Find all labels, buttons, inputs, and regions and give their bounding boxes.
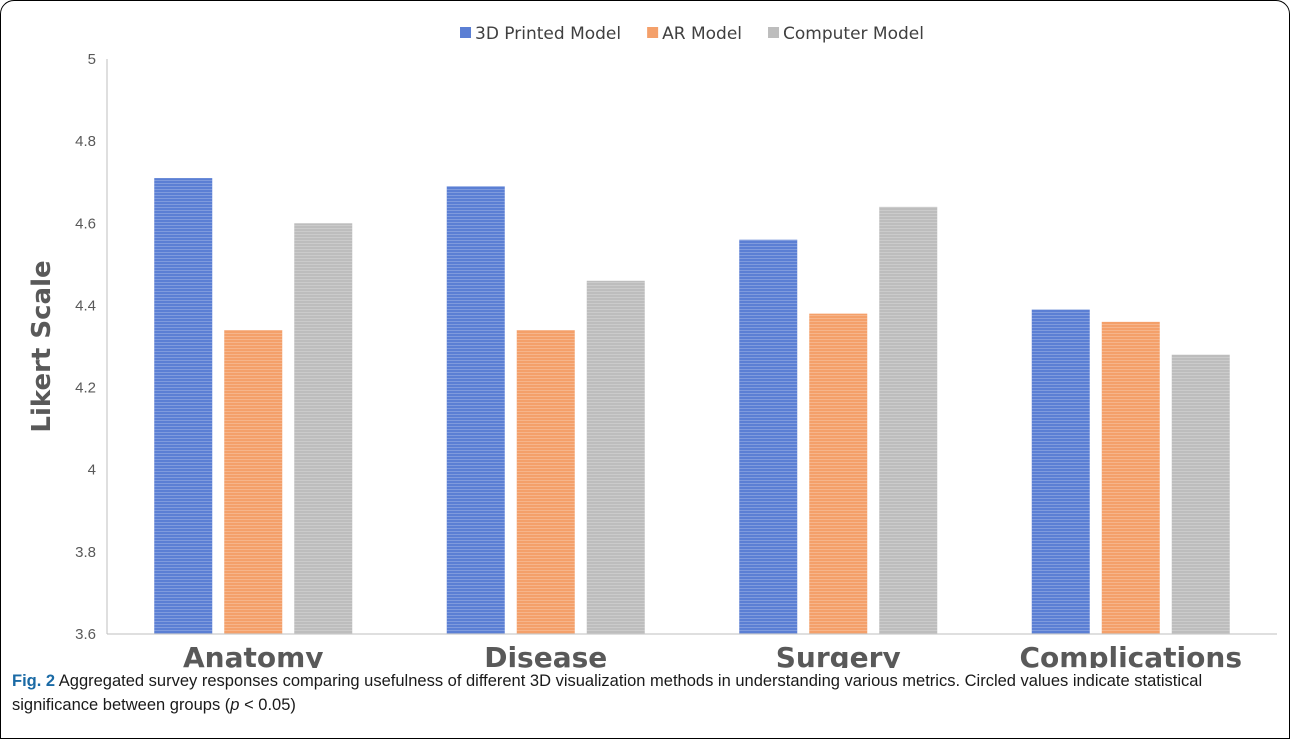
bar-texture bbox=[446, 186, 505, 635]
legend-swatch bbox=[768, 27, 780, 38]
bar-texture bbox=[516, 330, 575, 634]
y-tick-label: 3.6 bbox=[75, 626, 96, 643]
y-tick-label: 4.2 bbox=[75, 380, 96, 397]
bar-texture bbox=[224, 330, 283, 634]
x-tick-label: Disease bbox=[484, 641, 607, 668]
x-tick-label: Anatomy bbox=[183, 641, 324, 668]
bar-texture bbox=[879, 206, 938, 634]
y-tick-label: 4 bbox=[88, 462, 96, 479]
x-tick-label: Complications bbox=[1019, 641, 1242, 668]
x-axis: Anatomy Disease Surgery Complications bbox=[107, 633, 1277, 668]
chart-legend: 3D Printed Model AR Model Computer Model bbox=[460, 24, 924, 44]
y-tick-label: 4.4 bbox=[75, 297, 96, 314]
bar-texture bbox=[1031, 309, 1090, 634]
legend-swatch bbox=[647, 27, 659, 38]
figure-caption: Fig. 2 Aggregated survey responses compa… bbox=[12, 669, 1277, 717]
figure-label: Fig. 2 bbox=[12, 672, 56, 690]
legend-swatch bbox=[460, 27, 472, 38]
y-axis-label: Likert Scale bbox=[27, 260, 57, 432]
legend-label: 3D Printed Model bbox=[475, 24, 621, 44]
legend-label: Computer Model bbox=[783, 24, 924, 44]
y-tick-label: 4.6 bbox=[75, 215, 96, 232]
caption-text: Aggregated survey responses comparing us… bbox=[12, 672, 1203, 714]
bar-texture bbox=[1101, 321, 1160, 634]
bar-texture bbox=[1171, 354, 1230, 634]
bar-texture bbox=[294, 223, 353, 635]
y-axis: 3.6 3.8 4 4.2 4.4 4.6 4.8 5 bbox=[75, 51, 108, 643]
y-tick-label: 3.8 bbox=[75, 544, 96, 561]
x-tick-label: Surgery bbox=[776, 641, 901, 668]
bar-texture bbox=[154, 178, 213, 634]
bar-texture bbox=[739, 239, 798, 634]
bar-group bbox=[154, 178, 1230, 635]
caption-tail: < 0.05) bbox=[239, 696, 296, 714]
y-tick-label: 5 bbox=[88, 51, 96, 68]
bar-chart: 3D Printed Model AR Model Computer Model 3… bbox=[27, 24, 1277, 668]
p-symbol: p bbox=[230, 696, 240, 714]
bar-texture bbox=[809, 313, 868, 634]
y-tick-label: 4.8 bbox=[75, 133, 96, 150]
bar-texture bbox=[586, 280, 645, 634]
legend-label: AR Model bbox=[662, 24, 742, 44]
